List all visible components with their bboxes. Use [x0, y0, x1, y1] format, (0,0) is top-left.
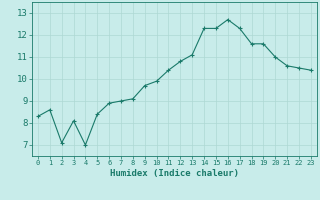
X-axis label: Humidex (Indice chaleur): Humidex (Indice chaleur)	[110, 169, 239, 178]
